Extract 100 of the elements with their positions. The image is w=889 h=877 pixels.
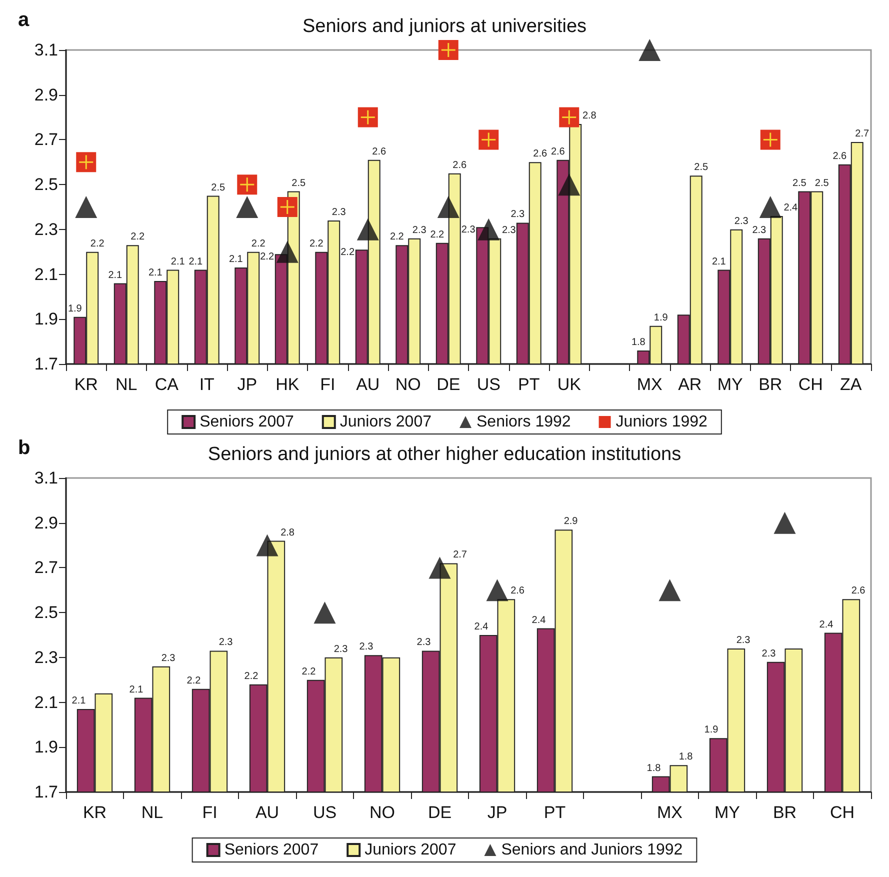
point bbox=[759, 196, 782, 218]
x-tick-label: US bbox=[476, 375, 500, 394]
data-label: 2.5 bbox=[814, 178, 830, 189]
y-tick-label: 2.9 bbox=[34, 85, 58, 104]
data-label: 2.1 bbox=[108, 270, 123, 281]
point bbox=[356, 218, 379, 240]
point bbox=[237, 174, 258, 195]
x-tick-label: MX bbox=[636, 375, 662, 394]
data-label: 2.8 bbox=[280, 527, 295, 538]
data-label: 2.1 bbox=[72, 696, 86, 707]
data-label: 2.1 bbox=[148, 268, 163, 279]
data-label: 2.6 bbox=[372, 146, 386, 158]
data-label: 2.2 bbox=[260, 252, 274, 263]
x-tick-label: MY bbox=[717, 375, 743, 394]
x-tick-label: AU bbox=[255, 803, 280, 822]
data-label: 2.2 bbox=[130, 232, 145, 243]
data-label: 2.1 bbox=[129, 684, 144, 696]
data-label: 2.4 bbox=[784, 202, 798, 214]
data-label: 1.8 bbox=[631, 337, 646, 348]
legend-label: Seniors 2007 bbox=[200, 414, 294, 430]
data-label: 2.5 bbox=[211, 182, 226, 194]
data-label: 2.3 bbox=[752, 224, 767, 236]
legend-label: Seniors 1992 bbox=[476, 414, 571, 430]
x-tick-label: NO bbox=[395, 375, 421, 394]
x-tick-label: PT bbox=[544, 803, 566, 822]
point bbox=[314, 602, 336, 624]
y-tick-label: 2.7 bbox=[34, 558, 58, 578]
point bbox=[760, 130, 780, 150]
point bbox=[428, 556, 451, 579]
point bbox=[774, 512, 796, 534]
data-label: 2.8 bbox=[582, 110, 597, 122]
x-tick-label: AR bbox=[678, 375, 702, 394]
x-tick-label: NL bbox=[141, 803, 164, 822]
data-label: 2.3 bbox=[218, 637, 234, 648]
text: a bbox=[18, 9, 30, 31]
y-tick-label: 3.1 bbox=[34, 468, 58, 488]
x-tick-label: AU bbox=[356, 375, 380, 394]
data-label: 1.9 bbox=[654, 312, 668, 324]
x-tick-label: BR bbox=[758, 375, 782, 394]
data-label: 2.1 bbox=[188, 256, 204, 268]
data-label: 1.9 bbox=[68, 303, 82, 314]
point bbox=[277, 197, 298, 217]
point bbox=[76, 152, 96, 172]
data-label: 2.3 bbox=[412, 224, 427, 236]
x-tick-label: IT bbox=[199, 375, 214, 394]
y-tick-label: 3.1 bbox=[34, 40, 58, 60]
legend-label: Seniors 2007 bbox=[224, 842, 319, 858]
data-label: 2.6 bbox=[851, 586, 866, 597]
data-label: 2.4 bbox=[474, 622, 489, 632]
data-label: 2.6 bbox=[510, 586, 525, 597]
y-tick-label: 2.1 bbox=[34, 692, 58, 712]
data-label: 1.9 bbox=[704, 724, 719, 736]
x-tick-label: DE bbox=[436, 375, 460, 394]
data-label: 1.8 bbox=[646, 762, 662, 774]
point bbox=[478, 218, 500, 240]
data-label: 2.6 bbox=[452, 160, 467, 171]
x-tick-label: PT bbox=[518, 375, 540, 394]
text: b bbox=[18, 437, 30, 459]
x-tick-label: JP bbox=[237, 375, 258, 394]
data-label: 2.7 bbox=[855, 128, 870, 140]
legend-label: Seniors and Juniors 1992 bbox=[501, 842, 683, 858]
point bbox=[256, 534, 278, 556]
data-label: 2.3 bbox=[334, 644, 348, 655]
data-label: 2.2 bbox=[430, 229, 445, 240]
x-tick-label: FI bbox=[320, 375, 336, 394]
data-label: 2.3 bbox=[161, 652, 176, 664]
x-tick-label: DE bbox=[428, 803, 452, 822]
point bbox=[486, 579, 508, 602]
y-tick-label: 2.5 bbox=[34, 175, 58, 194]
data-label: 2.5 bbox=[292, 178, 306, 189]
data-label: 2.2 bbox=[340, 247, 355, 258]
point bbox=[276, 240, 298, 263]
x-tick-label: KR bbox=[74, 375, 98, 394]
data-label: 2.6 bbox=[550, 146, 566, 158]
legend-label: Juniors 2007 bbox=[364, 842, 456, 858]
y-tick-label: 2.7 bbox=[34, 130, 58, 150]
point bbox=[558, 174, 580, 196]
point bbox=[638, 39, 661, 61]
data-label: 2.9 bbox=[564, 516, 578, 528]
x-tick-label: BR bbox=[772, 803, 797, 822]
chart-title: Seniors and juniors at other higher education institutions bbox=[208, 444, 682, 465]
data-label: 2.2 bbox=[390, 232, 404, 243]
data-label: 2.2 bbox=[309, 238, 324, 250]
y-tick-label: 2.5 bbox=[34, 603, 58, 622]
data-label: 2.2 bbox=[302, 666, 316, 678]
data-label: 2.3 bbox=[736, 634, 751, 646]
point bbox=[437, 196, 460, 218]
data-label: 2.3 bbox=[416, 637, 432, 648]
chart-title: Seniors and juniors at universities bbox=[302, 16, 587, 37]
y-tick-label: 2.9 bbox=[34, 513, 58, 532]
y-tick-label: 2.3 bbox=[34, 648, 58, 667]
y-tick-label: 1.9 bbox=[34, 310, 58, 329]
point bbox=[75, 196, 98, 218]
data-label: 2.1 bbox=[170, 256, 186, 268]
data-label: 1.8 bbox=[678, 752, 694, 763]
data-label: 2.1 bbox=[228, 254, 244, 266]
x-tick-label: CH bbox=[798, 375, 823, 394]
data-label: 2.3 bbox=[510, 209, 526, 220]
x-tick-label: CA bbox=[154, 375, 180, 394]
legend-label: Juniors 2007 bbox=[340, 414, 432, 430]
